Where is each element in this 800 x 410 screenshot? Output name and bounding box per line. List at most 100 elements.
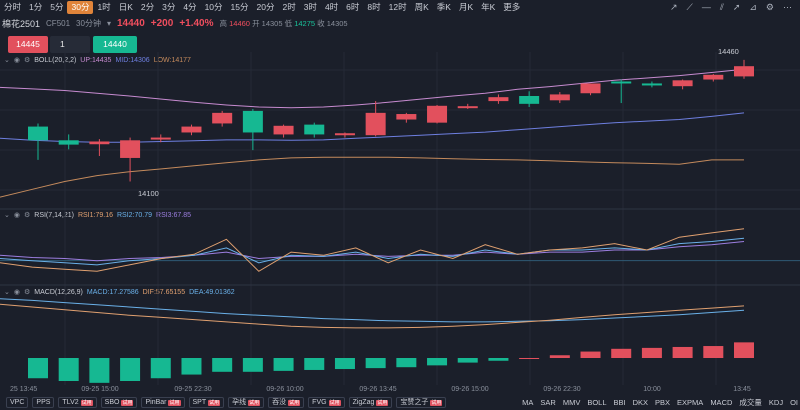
- eye-icon[interactable]: ◉: [13, 212, 20, 219]
- indicator-chip-8[interactable]: FVG 试用: [308, 397, 345, 408]
- timeframe-19[interactable]: 季K: [436, 1, 451, 12]
- indicator-chip-2[interactable]: TLV2 试用: [58, 397, 97, 408]
- indicator-button-1[interactable]: SAR: [540, 398, 556, 407]
- indicator-chips: VPC PPS TLV2 试用 SBO 试用 PinBar 试用 SPT 试用 孕线 试用 吞没 试用 FV…: [0, 395, 800, 410]
- buy-button[interactable]: 14440: [93, 36, 137, 53]
- time-label: 10:00: [643, 386, 661, 393]
- indicator-button-4[interactable]: BBI: [613, 398, 626, 407]
- period-label[interactable]: 30分钟: [76, 18, 101, 28]
- candle: [457, 103, 478, 109]
- indicator-chip-0[interactable]: VPC: [6, 397, 29, 408]
- dea-line: [0, 298, 745, 323]
- indicator-button-3[interactable]: BOLL: [587, 398, 607, 407]
- timeframe-20[interactable]: 月K: [458, 1, 474, 12]
- macd-bar: [703, 346, 724, 358]
- timeframe-14[interactable]: 4时: [324, 1, 339, 12]
- timeframe-15[interactable]: 6时: [346, 1, 360, 12]
- macd-bar: [181, 358, 202, 375]
- collapse-icon[interactable]: ⌄: [4, 212, 10, 219]
- dif-line: [0, 303, 745, 329]
- macd-bar: [304, 358, 325, 370]
- arrow-icon[interactable]: ➚: [732, 1, 741, 12]
- gear-icon[interactable]: ⚙: [23, 289, 31, 296]
- collapse-icon[interactable]: ⌄: [4, 289, 10, 296]
- timeframe-18[interactable]: 周K: [414, 1, 429, 12]
- indicator-button-0[interactable]: MA: [522, 398, 534, 407]
- horizontal-line-icon[interactable]: —: [701, 2, 711, 12]
- candle: [365, 101, 386, 137]
- candle-body: [242, 110, 263, 133]
- candle: [396, 112, 417, 123]
- candle-body: [396, 114, 417, 120]
- collapse-icon[interactable]: ⌄: [4, 57, 10, 64]
- indicator-button-11[interactable]: OI: [790, 398, 798, 407]
- timeframe-11[interactable]: 20分: [256, 1, 275, 12]
- time-label: 09-26 13:45: [359, 386, 396, 393]
- gear-icon[interactable]: ⚙: [23, 57, 31, 64]
- time-label: 09-25 22:30: [174, 386, 211, 393]
- indicator-button-5[interactable]: DKX: [632, 398, 649, 407]
- indicator-chip-7[interactable]: 吞没 试用: [268, 397, 305, 408]
- indicator-chip-4[interactable]: PinBar 试用: [141, 397, 185, 408]
- timeframe-8[interactable]: 4分: [183, 1, 197, 12]
- timeframe-21[interactable]: 年K: [481, 1, 496, 12]
- timeframe-10[interactable]: 15分: [230, 1, 249, 12]
- timeframe-13[interactable]: 3时: [303, 1, 317, 12]
- channel-icon[interactable]: ⫽: [719, 1, 724, 12]
- time-label: 09-26 15:00: [451, 386, 488, 393]
- timeframe-2[interactable]: 5分: [50, 1, 64, 12]
- candle-body: [549, 94, 570, 101]
- candle-body: [641, 83, 662, 86]
- drawing-tools: ↗ ⟋ — ⫽ ➚ ⊿ ⚙ ⋯: [670, 0, 800, 14]
- timeframe-17[interactable]: 12时: [388, 1, 407, 12]
- symbol-name[interactable]: 棉花2501: [2, 18, 41, 29]
- indicator-chip-3[interactable]: SBO 试用: [100, 397, 138, 408]
- timeframe-1[interactable]: 1分: [29, 1, 43, 12]
- timeframe-7[interactable]: 3分: [162, 1, 176, 12]
- indicator-chip-6[interactable]: 孕线 试用: [228, 397, 265, 408]
- indicator-button-9[interactable]: 成交量: [739, 398, 762, 407]
- macd-bar: [672, 346, 693, 358]
- ray-icon[interactable]: ⟋: [686, 1, 693, 12]
- trend-line-icon[interactable]: ↗: [669, 1, 678, 12]
- indicator-button-6[interactable]: PBX: [655, 398, 671, 407]
- indicator-chip-1[interactable]: PPS: [32, 397, 55, 408]
- more-icon[interactable]: ⋯: [783, 1, 792, 12]
- symbol-header: 棉花2501 CF501 30分钟 ▾ 14440 +200 +1.40% 高 …: [0, 14, 800, 32]
- timeframe-5[interactable]: 日K: [118, 1, 133, 12]
- timeframe-3[interactable]: 30分: [67, 0, 94, 14]
- indicator-button-8[interactable]: MACD: [710, 398, 733, 407]
- timeframe-6[interactable]: 2分: [140, 1, 155, 12]
- timeframe-12[interactable]: 2时: [282, 1, 296, 12]
- timeframe-4[interactable]: 1时: [97, 1, 111, 12]
- eye-icon[interactable]: ◉: [13, 289, 20, 296]
- indicator-chip-10[interactable]: 宝赞之子 试用: [396, 397, 447, 408]
- sell-button[interactable]: 14445: [8, 36, 48, 53]
- gear-icon[interactable]: ⚙: [23, 212, 31, 219]
- time-label: 09-26 22:30: [543, 386, 580, 393]
- candle: [672, 79, 693, 90]
- quantity-input[interactable]: 1: [50, 36, 90, 53]
- macd-bar: [242, 358, 263, 372]
- indicator-button-10[interactable]: KDJ: [768, 398, 784, 407]
- indicator-button-7[interactable]: EXPMA: [677, 398, 704, 407]
- boll-legend: ⌄ ◉ ⚙ BOLL(20,2,2) UP:14435 MID:14306 LO…: [4, 56, 191, 65]
- candle: [181, 124, 202, 136]
- timeframe-22[interactable]: 更多: [503, 1, 521, 12]
- timeframe-16[interactable]: 8时: [367, 1, 381, 12]
- indicator-button-2[interactable]: MMV: [562, 398, 581, 407]
- price-change-pct: +1.40%: [179, 17, 214, 29]
- eye-icon[interactable]: ◉: [13, 57, 20, 64]
- timeframe-0[interactable]: 分时: [4, 1, 22, 12]
- candle-body: [89, 141, 110, 145]
- timeframe-9[interactable]: 10分: [204, 1, 223, 12]
- gear-icon[interactable]: ⚙: [765, 1, 774, 12]
- macd-bar: [28, 358, 48, 379]
- measure-icon[interactable]: ⊿: [749, 1, 757, 12]
- chevron-down-icon[interactable]: ▾: [106, 18, 111, 28]
- indicator-chip-5[interactable]: SPT 试用: [188, 397, 225, 408]
- candle-body: [212, 112, 233, 124]
- indicator-chip-9[interactable]: ZigZag 试用: [348, 397, 393, 408]
- candle: [304, 122, 325, 138]
